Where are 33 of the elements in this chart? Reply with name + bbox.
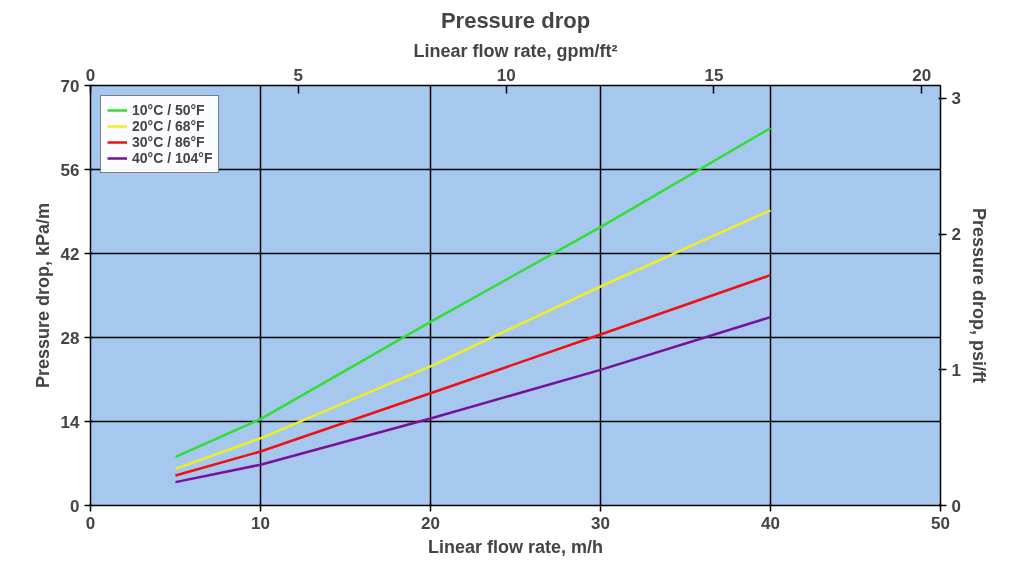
x2-axis-title: Linear flow rate, gpm/ft² xyxy=(413,40,618,61)
x-tick-label: 40 xyxy=(761,513,780,533)
y-tick-label: 70 xyxy=(60,76,80,96)
x-tick-label: 30 xyxy=(591,513,610,533)
line-series xyxy=(174,209,772,471)
y-axis-title: Pressure drop, kPa/m xyxy=(32,202,53,389)
y2-tick-label: 1 xyxy=(951,360,961,380)
y2-axis-title: Pressure drop, psi/ft xyxy=(968,207,989,384)
x2-tick-label: 10 xyxy=(496,65,516,85)
y-tick-label: 42 xyxy=(60,244,80,264)
x-tick-label: 10 xyxy=(251,513,270,533)
x2-tick-label: 20 xyxy=(912,65,932,85)
x2-tick-label: 0 xyxy=(85,65,96,85)
legend-label: 20°C / 68°F xyxy=(132,118,205,134)
x-axis-title: Linear flow rate, m/h xyxy=(427,536,604,557)
y-tick-label: 0 xyxy=(70,496,80,516)
y2-tick-label: 0 xyxy=(951,496,961,516)
y-tick-label: 14 xyxy=(60,412,81,432)
x2-tick-label: 15 xyxy=(704,65,724,85)
x2-tick-label: 5 xyxy=(293,65,304,85)
y2-tick-label: 2 xyxy=(951,225,961,245)
y-tick-label: 28 xyxy=(60,328,80,348)
legend-label: 30°C / 86°F xyxy=(132,134,205,150)
line-series xyxy=(174,315,772,484)
y-tick-label: 56 xyxy=(60,160,80,180)
x-tick-label: 20 xyxy=(421,513,440,533)
y2-tick-label: 3 xyxy=(951,89,961,109)
legend-label: 40°C / 104°F xyxy=(132,150,213,166)
x-tick-label: 0 xyxy=(85,513,96,533)
legend-label: 10°C / 50°F xyxy=(132,102,205,118)
line-series xyxy=(174,273,772,477)
chart-title: Pressure drop xyxy=(440,7,591,33)
x-tick-label: 50 xyxy=(931,513,950,533)
